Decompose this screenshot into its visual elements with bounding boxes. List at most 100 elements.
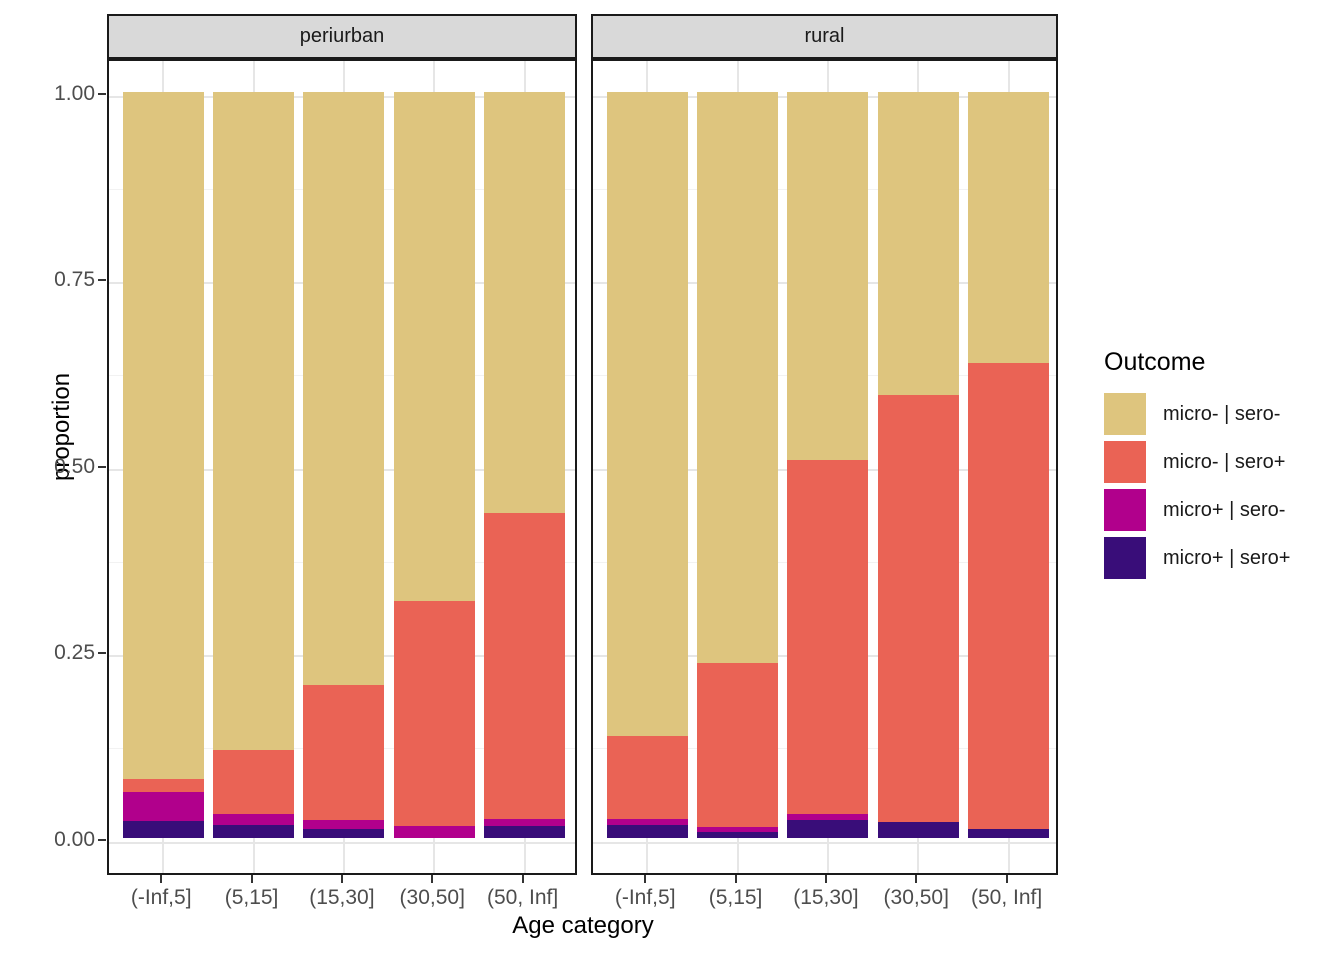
bar-segment (787, 460, 869, 814)
bar-segment (606, 736, 688, 819)
y-tick-label: 0.75 (54, 268, 95, 291)
bar-segment (393, 91, 475, 602)
x-tick-mark (521, 875, 524, 883)
bar-segment (968, 828, 1050, 838)
bar (393, 91, 475, 838)
x-tick-label: (15,30] (309, 886, 375, 909)
bar-segment (213, 749, 295, 815)
bar-segment (968, 91, 1050, 364)
bar-segment (697, 662, 779, 828)
bar-segment (606, 824, 688, 838)
bar (877, 91, 959, 838)
gridline-h-major (109, 841, 575, 844)
legend-entry: micro+ | sero+ (1104, 537, 1290, 579)
legend-key-swatch (1104, 537, 1146, 579)
bar-segment (606, 91, 688, 737)
x-tick-label: (5,15] (224, 886, 279, 909)
y-tick-mark (98, 465, 106, 468)
bar-segment (697, 827, 779, 832)
bar-segment (303, 91, 385, 686)
legend-entry: micro- | sero- (1104, 393, 1290, 435)
bar-segment (877, 91, 959, 396)
bar (122, 91, 204, 838)
x-tick-label: (30,50] (399, 886, 465, 909)
bar (968, 91, 1050, 838)
y-tick-label: 0.00 (54, 827, 95, 851)
bar-segment (697, 91, 779, 663)
legend-entry: micro+ | sero- (1104, 489, 1290, 531)
x-tick-label: (5,15] (708, 886, 763, 909)
bar (697, 91, 779, 838)
x-tick-mark (160, 875, 163, 883)
legend-entry: micro- | sero+ (1104, 441, 1290, 483)
bar-segment (877, 821, 959, 838)
bar-segment (213, 824, 295, 838)
x-tick-mark (340, 875, 343, 883)
legend-entries: micro- | sero-micro- | sero+ micro+ | ser… (1104, 393, 1290, 579)
legend-key-swatch (1104, 441, 1146, 483)
x-tick-label: (30,50] (883, 886, 949, 909)
bar-segment (484, 818, 566, 827)
bar-segment (393, 826, 475, 838)
x-tick-mark (824, 875, 827, 883)
bar-segment (484, 826, 566, 838)
legend-label: micro- | sero- (1163, 402, 1281, 425)
facet-strip: periurban (107, 14, 577, 59)
bar-segment (787, 813, 869, 821)
bar-segment (122, 821, 204, 838)
bar (303, 91, 385, 838)
y-tick-mark (98, 279, 106, 281)
x-tick-mark (250, 875, 253, 883)
x-tick-label: (50, Inf] (970, 886, 1043, 909)
y-tick-label: 0.50 (54, 454, 95, 478)
legend-label: micro+ | sero- (1163, 498, 1286, 521)
bar-segment (484, 91, 566, 513)
x-tick-label: (50, Inf] (486, 886, 559, 909)
x-tick-label: (-Inf,5] (130, 886, 192, 909)
bar-segment (122, 792, 204, 822)
bar-segment (213, 814, 295, 825)
facet-strip: rural (591, 14, 1058, 59)
bar-segment (393, 601, 475, 827)
bar-segment (697, 831, 779, 838)
bar-segment (787, 91, 869, 461)
legend-key-swatch (1104, 489, 1146, 531)
x-axis-title: Age category (512, 912, 654, 939)
facet-strip-label: periurban (299, 25, 385, 47)
x-tick-label: (-Inf,5] (614, 886, 676, 909)
legend-title: Outcome (1104, 348, 1206, 376)
legend-label: micro+ | sero+ (1163, 546, 1291, 569)
legend: Outcome micro- | sero-micro- | sero+ micr… (1104, 348, 1290, 585)
bar (213, 91, 295, 838)
bar (606, 91, 688, 838)
bar (787, 91, 869, 838)
bar-segment (303, 819, 385, 829)
x-tick-label: (15,30] (793, 886, 859, 909)
bar-segment (213, 91, 295, 750)
y-tick-label: 1.00 (54, 81, 95, 105)
x-tick-mark (431, 875, 434, 883)
x-tick-mark (1005, 875, 1008, 883)
bar (484, 91, 566, 838)
bar-segment (303, 685, 385, 820)
x-tick-mark (734, 875, 737, 883)
facet-strip-label: rural (804, 25, 845, 47)
y-tick-mark (98, 652, 106, 654)
y-tick-label: 0.25 (54, 641, 95, 664)
bar-segment (122, 778, 204, 792)
gridline-h-major (593, 841, 1056, 844)
y-tick-mark (98, 92, 106, 95)
plot-panel (591, 59, 1058, 875)
bar-segment (606, 818, 688, 825)
bar-segment (122, 91, 204, 779)
x-tick-mark (644, 875, 647, 883)
bar-segment (968, 363, 1050, 829)
legend-label: micro- | sero+ (1163, 450, 1286, 473)
bar-segment (877, 395, 959, 822)
bar-segment (303, 828, 385, 838)
plot-panel (107, 59, 577, 875)
x-tick-mark (915, 875, 918, 883)
y-tick-mark (98, 838, 106, 841)
bar-segment (787, 820, 869, 838)
